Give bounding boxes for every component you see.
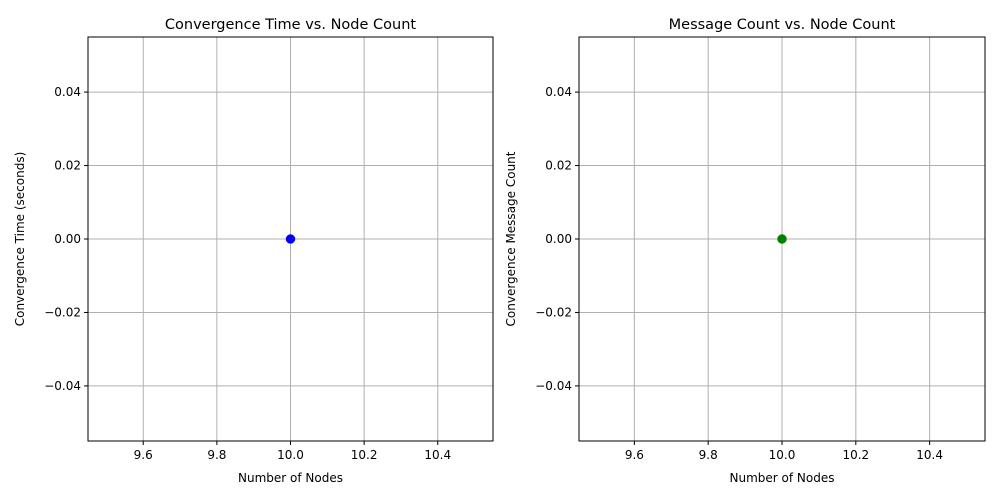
left-chart-grid [88, 37, 493, 441]
x-tick-label: 10.4 [916, 448, 943, 462]
y-tick-label: 0.02 [54, 159, 81, 173]
left-chart-y-ticks: −0.04 −0.02 0.00 0.02 0.04 [44, 85, 88, 393]
y-tick-label: −0.02 [44, 305, 81, 319]
left-chart-marks [285, 234, 296, 244]
x-tick-label: 10.0 [277, 448, 304, 462]
right-chart-y-label: Convergence Message Count [504, 151, 518, 326]
right-chart: 9.6 9.8 10.0 10.2 10.4 −0.04 −0.02 0.00 0.02 0.0… [504, 17, 986, 485]
scatter-point [285, 234, 296, 244]
y-tick-label: 0.02 [545, 159, 572, 173]
x-tick-label: 9.8 [699, 448, 718, 462]
right-chart-x-ticks: 9.6 9.8 10.0 10.2 10.4 [625, 441, 943, 462]
x-tick-label: 10.2 [842, 448, 869, 462]
x-tick-label: 10.4 [424, 448, 451, 462]
y-tick-label: −0.04 [44, 379, 81, 393]
left-chart-x-ticks: 9.6 9.8 10.0 10.2 10.4 [134, 441, 451, 462]
right-chart-y-ticks: −0.04 −0.02 0.00 0.02 0.04 [535, 85, 579, 393]
x-tick-label: 9.6 [134, 448, 153, 462]
y-tick-label: 0.00 [545, 232, 572, 246]
right-chart-x-label: Number of Nodes [730, 471, 835, 485]
left-chart-x-label: Number of Nodes [238, 471, 343, 485]
left-chart: 9.6 9.8 10.0 10.2 10.4 −0.04 −0.02 0.00 0.02 0.0… [13, 17, 494, 485]
right-chart-title: Message Count vs. Node Count [669, 17, 896, 33]
y-tick-label: −0.04 [535, 379, 572, 393]
x-tick-label: 9.6 [625, 448, 644, 462]
y-tick-label: −0.02 [535, 305, 572, 319]
x-tick-label: 9.8 [207, 448, 226, 462]
x-tick-label: 10.0 [769, 448, 796, 462]
left-chart-title: Convergence Time vs. Node Count [165, 17, 416, 33]
x-tick-label: 10.2 [351, 448, 378, 462]
scatter-point [777, 234, 787, 244]
right-chart-marks [777, 234, 787, 244]
y-tick-label: 0.04 [54, 85, 81, 99]
y-tick-label: 0.00 [54, 232, 81, 246]
y-tick-label: 0.04 [545, 85, 572, 99]
left-chart-y-label: Convergence Time (seconds) [13, 152, 27, 327]
